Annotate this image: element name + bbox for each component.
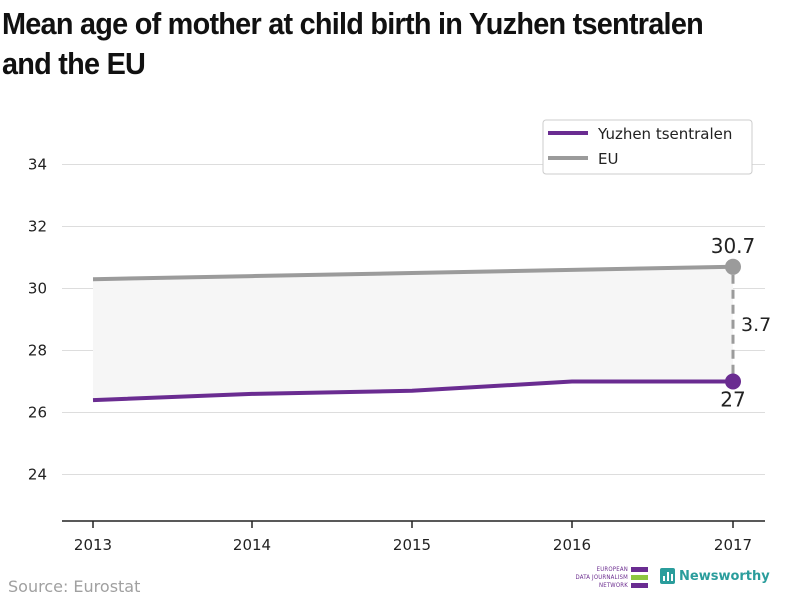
newsworthy-logo: Newsworthy bbox=[660, 566, 770, 586]
series-line-yuzhen-tsentralen bbox=[92, 379, 733, 403]
legend-label-eu: EU bbox=[598, 150, 618, 168]
y-tick-label-30: 30 bbox=[28, 280, 47, 298]
chart-title: Mean age of mother at child birth in Yuz… bbox=[2, 6, 704, 81]
y-tick-label-34: 34 bbox=[28, 156, 47, 174]
y-tick-label-28: 28 bbox=[28, 342, 47, 360]
ejn-logo-text-1: EUROPEAN bbox=[596, 566, 628, 573]
ejn-logo-text-2: DATA JOURNALISM bbox=[575, 574, 628, 581]
end-point-eu bbox=[725, 258, 741, 275]
ejn-logo-bar-purple bbox=[631, 567, 648, 572]
end-label-yuzhen-tsentralen: 27 bbox=[720, 388, 745, 412]
legend-label-yuzhen-tsentralen: Yuzhen tsentralen bbox=[597, 125, 732, 143]
ejn-logo: EUROPEAN DATA JOURNALISM NETWORK bbox=[560, 566, 650, 592]
source-note: Source: Eurostat bbox=[8, 577, 141, 596]
y-tick-label-32: 32 bbox=[28, 218, 47, 236]
gap-label: 3.7 bbox=[741, 314, 771, 336]
x-tick-label-2016: 2016 bbox=[553, 536, 591, 554]
y-tick-label-24: 24 bbox=[28, 466, 47, 484]
gap-area bbox=[93, 266, 733, 401]
y-tick-label-26: 26 bbox=[28, 404, 47, 422]
bar-chart-icon bbox=[660, 568, 675, 584]
end-point-yuzhen-tsentralen bbox=[725, 373, 741, 390]
ejn-logo-bar-purple-2 bbox=[631, 583, 648, 588]
series-line-eu bbox=[92, 264, 734, 282]
newsworthy-wordmark: Newsworthy bbox=[679, 568, 770, 584]
end-label-eu: 30.7 bbox=[711, 234, 756, 258]
x-tick-label-2014: 2014 bbox=[233, 536, 271, 554]
ejn-logo-bar-green bbox=[631, 575, 648, 580]
x-tick-label-2013: 2013 bbox=[74, 536, 112, 554]
x-tick-label-2017: 2017 bbox=[714, 536, 752, 554]
ejn-logo-text-3: NETWORK bbox=[598, 582, 628, 589]
x-tick-label-2015: 2015 bbox=[393, 536, 431, 554]
y-axis: 24 26 28 30 32 34 bbox=[28, 156, 47, 484]
x-axis: 2013 2014 2015 2016 2017 bbox=[62, 520, 765, 554]
legend: Yuzhen tsentralen EU bbox=[542, 119, 753, 175]
